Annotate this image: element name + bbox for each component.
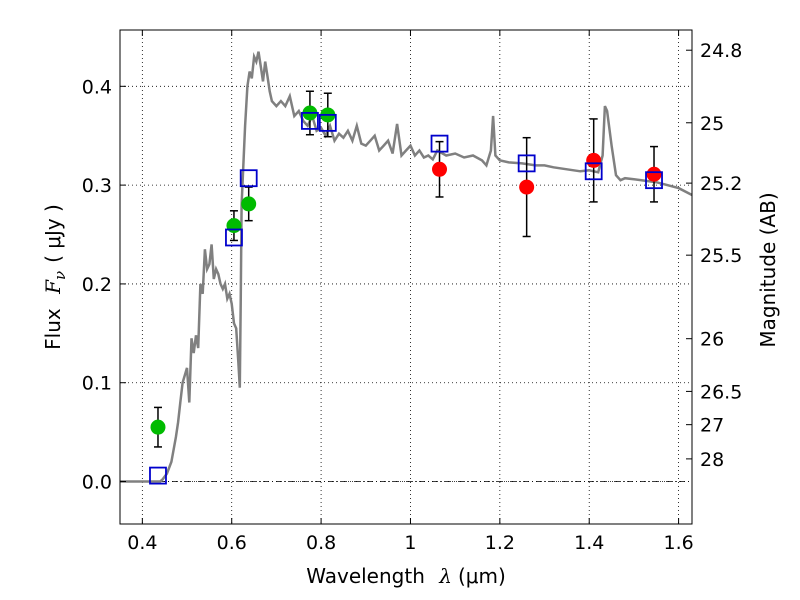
model-square-8 [645,171,663,190]
y-axis-ticks: 0.0 0.1 0.2 0.3 0.4 [82,76,126,494]
mag-tick-label-2: 25.2 [700,173,742,195]
data-point-0-2 [241,196,257,212]
grid-lines [120,30,692,524]
model-square-5 [430,134,449,153]
data-point-0-1 [226,218,242,234]
magnitude-axis-label: Magnitude (AB) [756,192,780,347]
model-points [149,111,663,485]
x-axis-ticks: 0.4 0.6 0.8 1 1.2 1.4 1.6 [127,30,694,554]
plot-frame [119,29,693,525]
data-point-1-1 [519,179,535,195]
x-tick-label-2: 0.8 [306,532,336,554]
x-axis-label-unit: (μm) [458,564,506,588]
model-square-4 [318,113,337,132]
model-square-7 [584,162,603,181]
x-axis-label-text: Wavelength [306,564,425,588]
mag-tick-label-4: 26 [700,329,724,351]
magnitude-axis-ticks: 24.8 25 25.2 25.5 26 26.5 27 28 [686,40,742,471]
x-tick-label-6: 1.6 [663,532,693,554]
mag-tick-label-5: 26.5 [700,381,742,403]
y-axis-label-unit: ( μJy ) [41,204,65,263]
data-point-0-0 [150,419,166,435]
data-point-1-3 [646,166,662,182]
y-axis-label-subscript: ν [51,271,69,280]
data-point-1-2 [586,152,602,168]
x-axis-label: Wavelength λ (μm) [306,564,506,588]
mag-tick-label-1: 25 [700,113,724,135]
model-square-0 [149,466,167,485]
x-axis-label-symbol: λ [438,564,452,588]
x-tick-label-3: 1 [404,532,416,554]
x-tick-label-5: 1.4 [574,532,604,554]
y-axis-label-text: Flux [41,308,65,350]
plot-background [120,30,692,524]
y-tick-label-3: 0.3 [82,175,112,197]
mag-tick-label-0: 24.8 [700,40,742,62]
data-point-1-0 [432,161,448,177]
y-axis-label-symbol: F [41,279,65,295]
model-square-3 [301,111,319,130]
x-tick-label-1: 0.6 [217,532,247,554]
model-square-2 [239,169,258,188]
y-tick-label-0: 0.0 [82,472,112,494]
mag-tick-label-7: 28 [700,449,724,471]
y-tick-label-1: 0.1 [82,373,112,395]
x-tick-label-4: 1.2 [485,532,515,554]
mag-tick-label-6: 27 [700,415,724,437]
model-square-1 [225,228,243,247]
mag-tick-label-3: 25.5 [700,245,742,267]
x-tick-label-0: 0.4 [127,532,157,554]
y-tick-label-4: 0.4 [82,76,112,98]
y-tick-label-2: 0.2 [82,274,112,296]
model-square-6 [517,154,536,173]
y-axis-label: Flux Fν ( μJy ) [41,204,69,350]
